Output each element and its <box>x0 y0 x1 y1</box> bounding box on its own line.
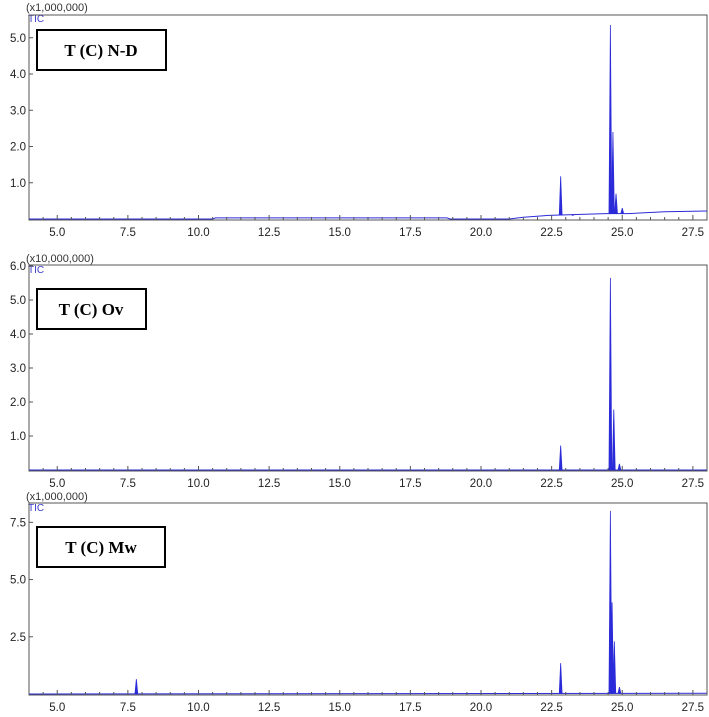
peak <box>558 663 563 694</box>
peak <box>611 131 615 214</box>
peak <box>617 463 622 471</box>
x-tick-label: 10.0 <box>187 478 209 490</box>
x-tick-label: 25.0 <box>611 478 633 490</box>
y-tick-label: 2.0 <box>10 142 26 154</box>
peak <box>558 445 563 471</box>
y-tick-label: 5.0 <box>10 33 26 45</box>
x-tick-label: 22.5 <box>540 478 562 490</box>
sample-title-box <box>36 526 166 568</box>
x-tick-label: 12.5 <box>258 702 280 714</box>
x-axis: 5.0 7.5 10.0 12.5 15.0 17.5 20.0 22.5 25.0 27.5 <box>42 466 708 490</box>
x-tick-label: 17.5 <box>399 227 421 239</box>
x-tick-label: 25.0 <box>611 702 633 714</box>
sample-title: T (C) Mw <box>65 538 137 557</box>
x-tick-label: 7.5 <box>120 227 136 239</box>
series-label: TIC <box>28 14 44 25</box>
peak <box>134 679 139 695</box>
x-axis: 5.0 7.5 10.0 12.5 15.0 17.5 20.0 22.5 25.0 27.5 <box>42 690 708 714</box>
peak <box>610 602 614 694</box>
y-axis: 2.5 5.0 7.5 <box>10 517 33 644</box>
peak <box>571 214 575 216</box>
x-tick-label: 5.0 <box>49 702 65 714</box>
y-tick-label: 2.5 <box>10 632 26 644</box>
x-tick-label: 17.5 <box>399 702 421 714</box>
series-label: TIC <box>28 503 44 514</box>
peak <box>620 208 625 214</box>
x-tick-label: 15.0 <box>329 478 351 490</box>
x-tick-label: 5.0 <box>49 227 65 239</box>
baseline-trace <box>29 210 708 220</box>
y-tick-label: 2.0 <box>10 397 26 409</box>
x-tick-label: 7.5 <box>120 702 136 714</box>
x-tick-label: 20.0 <box>470 478 492 490</box>
x-tick-label: 22.5 <box>540 702 562 714</box>
x-tick-label: 10.0 <box>187 702 209 714</box>
x-tick-label: 25.0 <box>611 227 633 239</box>
x-tick-label: 12.5 <box>258 478 280 490</box>
x-tick-label: 17.5 <box>399 478 421 490</box>
sample-title: T (C) Ov <box>59 300 124 319</box>
x-tick-label: 27.5 <box>682 478 704 490</box>
x-tick-label: 27.5 <box>682 702 704 714</box>
y-tick-label: 5.0 <box>10 295 26 307</box>
y-axis: 1.0 2.0 3.0 4.0 5.0 6.0 <box>10 261 33 443</box>
peak <box>608 25 613 214</box>
y-tick-label: 5.0 <box>10 575 26 587</box>
chromatogram-panel-ov: (x10,000,000) TIC 1.0 2.0 3.0 4.0 5.0 6.0 5.0… <box>10 253 708 490</box>
x-tick-label: 12.5 <box>258 227 280 239</box>
peak <box>558 176 563 216</box>
y-tick-label: 7.5 <box>10 517 26 529</box>
series-label: TIC <box>28 265 44 276</box>
y-tick-label: 4.0 <box>10 69 26 81</box>
chromatogram-panel-mw: (x1,000,000) TIC 2.5 5.0 7.5 5.0 7.5 10.0 12.… <box>10 491 708 714</box>
x-tick-label: 7.5 <box>120 478 136 490</box>
y-scale-label: (x10,000,000) <box>26 253 94 265</box>
x-tick-label: 27.5 <box>682 227 704 239</box>
y-tick-label: 1.0 <box>10 431 26 443</box>
peak <box>612 641 617 694</box>
peak <box>608 277 613 471</box>
sample-title-box <box>36 288 147 330</box>
y-scale-label: (x1,000,000) <box>26 491 88 503</box>
y-tick-label: 1.0 <box>10 178 26 190</box>
peak <box>611 409 616 471</box>
y-tick-label: 3.0 <box>10 363 26 375</box>
y-tick-label: 3.0 <box>10 105 26 117</box>
y-tick-label: 4.0 <box>10 329 26 341</box>
x-axis: 5.0 7.5 10.0 12.5 15.0 17.5 20.0 22.5 25.0 27.5 <box>42 215 708 239</box>
chromatogram-panel-nd: (x1,000,000) TIC 1.0 2.0 3.0 4.0 5.0 5.0 7.5 1… <box>10 2 708 239</box>
y-tick-label: 6.0 <box>10 261 26 273</box>
x-tick-label: 20.0 <box>470 702 492 714</box>
x-tick-label: 15.0 <box>329 227 351 239</box>
y-axis: 1.0 2.0 3.0 4.0 5.0 <box>10 33 33 190</box>
x-tick-label: 10.0 <box>187 227 209 239</box>
y-scale-label: (x1,000,000) <box>26 2 88 14</box>
sample-title-box <box>36 29 167 71</box>
peak <box>614 193 618 214</box>
x-tick-label: 5.0 <box>49 478 65 490</box>
x-tick-label: 15.0 <box>329 702 351 714</box>
trace-layer <box>29 25 708 220</box>
x-tick-label: 20.0 <box>470 227 492 239</box>
x-tick-label: 22.5 <box>540 227 562 239</box>
peak <box>617 687 622 694</box>
sample-title: T (C) N-D <box>64 41 137 60</box>
